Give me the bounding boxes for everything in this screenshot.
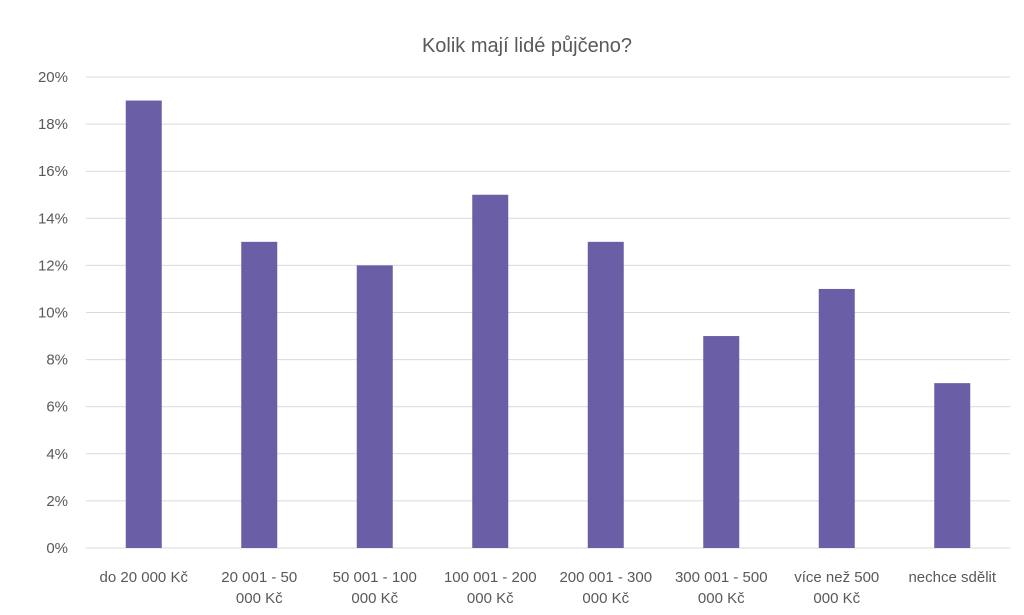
x-tick-label: 100 001 - 200 000 Kč: [444, 569, 537, 607]
y-tick-label: 0%: [46, 540, 68, 557]
chart-title: Kolik mají lidé půjčeno?: [422, 35, 632, 57]
bar: [125, 100, 162, 549]
x-tick-label: 300 001 - 500 000 Kč: [675, 569, 768, 607]
x-axis-labels: do 20 000 Kč 20 001 - 50 000 Kč 50 001 - 10…: [100, 569, 997, 607]
y-tick-label: 6%: [46, 399, 68, 416]
bars: [125, 100, 971, 549]
x-tick-label: více než 500 000 Kč: [794, 569, 879, 607]
bar: [818, 288, 855, 548]
bar: [241, 241, 278, 548]
y-tick-label: 18%: [38, 116, 68, 133]
x-tick-label: do 20 000 Kč: [100, 569, 189, 586]
bar: [934, 383, 971, 548]
y-tick-label: 16%: [38, 163, 68, 180]
x-tick-label: 200 001 - 300 000 Kč: [559, 569, 652, 607]
bar: [587, 241, 624, 548]
x-tick-label: 20 001 - 50 000 Kč: [221, 569, 297, 607]
x-tick-label: nechce sdělit: [908, 569, 996, 586]
x-tick-label: 50 001 - 100 000 Kč: [333, 569, 417, 607]
y-axis-ticks: 0% 2% 4% 6% 8% 10% 12% 14% 16% 18% 20%: [38, 69, 68, 557]
y-tick-label: 14%: [38, 210, 68, 227]
y-tick-label: 12%: [38, 257, 68, 274]
y-tick-label: 2%: [46, 493, 68, 510]
y-tick-label: 10%: [38, 305, 68, 322]
bar: [472, 194, 509, 548]
gridlines: [86, 76, 1010, 549]
y-tick-label: 4%: [46, 446, 68, 463]
y-tick-label: 8%: [46, 352, 68, 369]
y-tick-label: 20%: [38, 69, 68, 86]
bar: [356, 265, 393, 548]
bar: [703, 336, 740, 548]
